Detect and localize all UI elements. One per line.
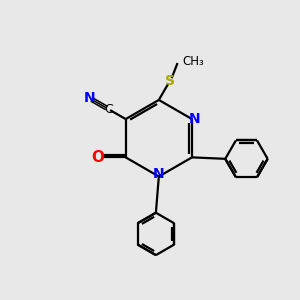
Text: N: N (84, 91, 95, 105)
Text: CH₃: CH₃ (182, 55, 204, 68)
Text: C: C (104, 103, 113, 116)
Text: O: O (91, 150, 104, 165)
Text: N: N (153, 167, 165, 181)
Text: S: S (165, 74, 175, 88)
Text: N: N (188, 112, 200, 126)
